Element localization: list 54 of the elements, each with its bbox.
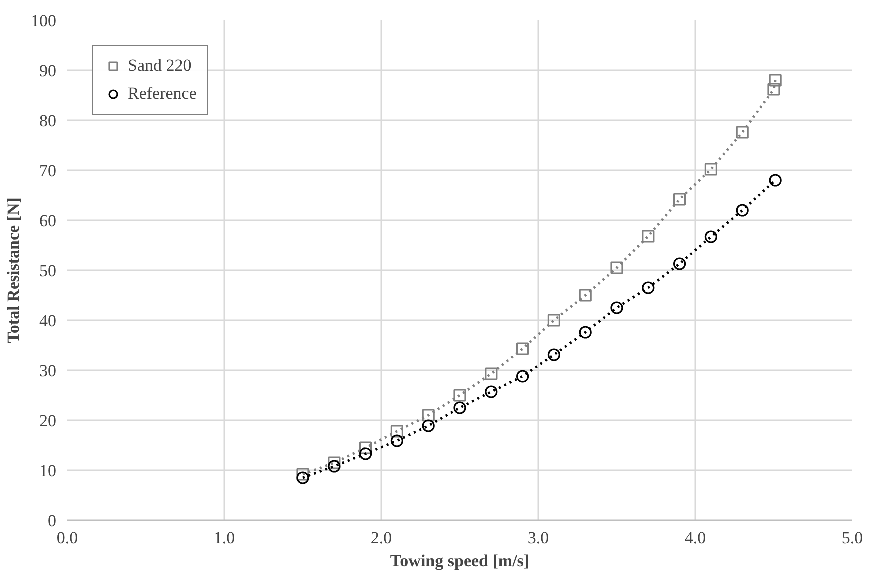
- y-tick-label: 50: [40, 262, 56, 280]
- point: [642, 230, 655, 243]
- point: [674, 258, 686, 270]
- y-tick-label: 70: [40, 162, 56, 180]
- x-tick-label: 3.0: [528, 528, 550, 548]
- point: [674, 193, 686, 206]
- y-tick-label: 30: [40, 362, 56, 380]
- point: [360, 442, 372, 454]
- x-tick-label: 4.0: [684, 528, 706, 548]
- x-tick-label: 5.0: [842, 528, 864, 548]
- y-axis-title: Total Resistance [N]: [4, 198, 23, 344]
- point: [548, 314, 560, 327]
- point: [296, 472, 310, 484]
- y-tick-label: 90: [40, 62, 56, 80]
- point: [422, 409, 435, 422]
- point: [610, 262, 624, 274]
- y-tick-label: 20: [40, 412, 56, 430]
- point: [516, 342, 530, 356]
- point: [390, 425, 404, 438]
- x-tick-label: 2.0: [370, 528, 392, 548]
- point: [579, 326, 592, 339]
- point: [642, 282, 655, 294]
- legend-label: Sand 220: [128, 56, 192, 76]
- point: [516, 370, 530, 383]
- point: [360, 448, 372, 460]
- point: [768, 83, 780, 96]
- y-tick-label: 60: [40, 212, 56, 230]
- y-tick-label: 80: [40, 112, 56, 130]
- x-axis-title: Towing speed [m/s]: [390, 552, 530, 570]
- point: [548, 348, 560, 362]
- y-tick-label: 10: [40, 462, 56, 480]
- point: [454, 402, 466, 414]
- point: [610, 302, 624, 314]
- x-tick-label: 0.0: [56, 528, 78, 548]
- point: [769, 74, 782, 87]
- point: [454, 389, 466, 402]
- point: [485, 368, 498, 380]
- point: [704, 230, 718, 244]
- x-tick-label: 1.0: [214, 528, 236, 548]
- point: [579, 289, 592, 302]
- point: [736, 204, 749, 217]
- point: [769, 174, 782, 187]
- point: [485, 386, 498, 398]
- point: [296, 468, 310, 481]
- point: [390, 434, 404, 448]
- point: [422, 420, 435, 432]
- point: [704, 163, 718, 176]
- legend-label: Reference: [128, 84, 197, 104]
- y-tick-label: 0: [48, 512, 56, 530]
- point: [736, 126, 749, 139]
- y-tick-label: 40: [40, 312, 56, 330]
- point: [328, 456, 341, 470]
- point: [328, 460, 341, 473]
- y-tick-label: 100: [31, 12, 56, 30]
